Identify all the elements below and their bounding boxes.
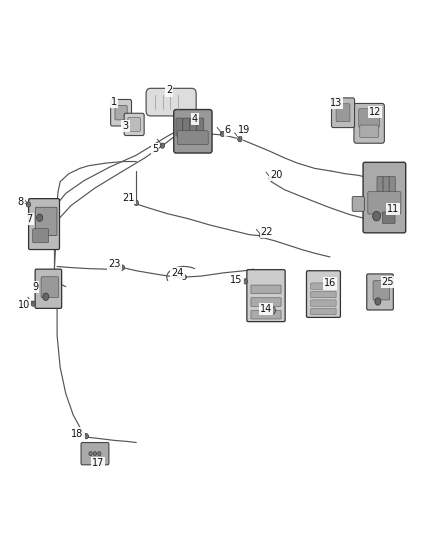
FancyBboxPatch shape bbox=[177, 131, 208, 144]
Text: 8: 8 bbox=[18, 197, 24, 207]
FancyBboxPatch shape bbox=[32, 229, 49, 243]
Circle shape bbox=[160, 143, 165, 148]
Text: 23: 23 bbox=[108, 259, 121, 269]
Circle shape bbox=[134, 200, 138, 206]
Circle shape bbox=[31, 301, 35, 306]
FancyBboxPatch shape bbox=[367, 274, 393, 310]
Circle shape bbox=[120, 265, 124, 270]
FancyBboxPatch shape bbox=[146, 88, 196, 116]
FancyBboxPatch shape bbox=[368, 192, 401, 214]
FancyBboxPatch shape bbox=[41, 277, 58, 297]
Text: 22: 22 bbox=[261, 227, 273, 237]
FancyBboxPatch shape bbox=[311, 292, 336, 298]
FancyBboxPatch shape bbox=[382, 212, 395, 223]
FancyBboxPatch shape bbox=[332, 98, 355, 127]
Text: 5: 5 bbox=[152, 144, 158, 154]
Text: 14: 14 bbox=[260, 304, 272, 314]
Circle shape bbox=[93, 451, 97, 456]
Text: 3: 3 bbox=[122, 121, 128, 131]
FancyBboxPatch shape bbox=[28, 199, 60, 249]
Text: 20: 20 bbox=[270, 171, 283, 180]
Text: 2: 2 bbox=[166, 85, 172, 95]
FancyBboxPatch shape bbox=[190, 118, 197, 136]
Text: 6: 6 bbox=[225, 125, 231, 135]
Text: 12: 12 bbox=[369, 107, 381, 117]
Text: 17: 17 bbox=[92, 458, 104, 467]
Circle shape bbox=[220, 131, 225, 136]
Circle shape bbox=[98, 451, 101, 456]
Circle shape bbox=[89, 451, 92, 456]
FancyBboxPatch shape bbox=[174, 110, 212, 153]
Circle shape bbox=[269, 176, 273, 181]
Text: 13: 13 bbox=[329, 98, 342, 108]
Circle shape bbox=[269, 307, 276, 314]
FancyBboxPatch shape bbox=[183, 118, 190, 136]
FancyBboxPatch shape bbox=[383, 176, 389, 200]
Circle shape bbox=[259, 233, 264, 238]
FancyBboxPatch shape bbox=[354, 103, 385, 143]
Circle shape bbox=[84, 433, 88, 439]
FancyBboxPatch shape bbox=[247, 270, 285, 321]
FancyBboxPatch shape bbox=[311, 309, 336, 315]
Text: 16: 16 bbox=[324, 278, 336, 288]
FancyBboxPatch shape bbox=[128, 117, 140, 131]
FancyBboxPatch shape bbox=[251, 311, 281, 319]
Text: 19: 19 bbox=[238, 125, 251, 135]
Circle shape bbox=[243, 279, 247, 284]
Circle shape bbox=[37, 214, 43, 221]
FancyBboxPatch shape bbox=[363, 163, 406, 233]
FancyBboxPatch shape bbox=[115, 106, 127, 120]
FancyBboxPatch shape bbox=[35, 207, 57, 236]
Circle shape bbox=[238, 136, 242, 142]
Text: 10: 10 bbox=[18, 300, 30, 310]
Text: 9: 9 bbox=[32, 281, 39, 292]
FancyBboxPatch shape bbox=[352, 197, 364, 212]
Text: 18: 18 bbox=[71, 429, 84, 439]
Text: 4: 4 bbox=[192, 114, 198, 124]
FancyBboxPatch shape bbox=[311, 283, 336, 289]
Circle shape bbox=[43, 293, 49, 301]
FancyBboxPatch shape bbox=[35, 269, 62, 309]
Text: 11: 11 bbox=[387, 204, 399, 214]
Text: 15: 15 bbox=[230, 274, 243, 285]
Text: 1: 1 bbox=[111, 97, 117, 107]
FancyBboxPatch shape bbox=[389, 176, 395, 200]
FancyBboxPatch shape bbox=[176, 118, 183, 136]
Text: 7: 7 bbox=[27, 214, 33, 224]
Circle shape bbox=[375, 298, 381, 305]
FancyBboxPatch shape bbox=[360, 125, 378, 138]
FancyBboxPatch shape bbox=[311, 300, 336, 306]
Text: 21: 21 bbox=[122, 192, 134, 203]
FancyBboxPatch shape bbox=[81, 442, 109, 465]
FancyBboxPatch shape bbox=[359, 109, 380, 127]
FancyBboxPatch shape bbox=[377, 176, 383, 200]
FancyBboxPatch shape bbox=[111, 100, 131, 126]
Circle shape bbox=[373, 212, 381, 221]
FancyBboxPatch shape bbox=[373, 281, 390, 300]
Text: 24: 24 bbox=[171, 269, 184, 278]
Circle shape bbox=[182, 274, 186, 280]
FancyBboxPatch shape bbox=[197, 118, 204, 136]
FancyBboxPatch shape bbox=[336, 104, 350, 122]
FancyBboxPatch shape bbox=[307, 271, 340, 317]
FancyBboxPatch shape bbox=[251, 285, 281, 294]
FancyBboxPatch shape bbox=[251, 298, 281, 306]
FancyBboxPatch shape bbox=[124, 114, 144, 135]
Circle shape bbox=[26, 202, 31, 207]
Text: 25: 25 bbox=[381, 277, 394, 287]
